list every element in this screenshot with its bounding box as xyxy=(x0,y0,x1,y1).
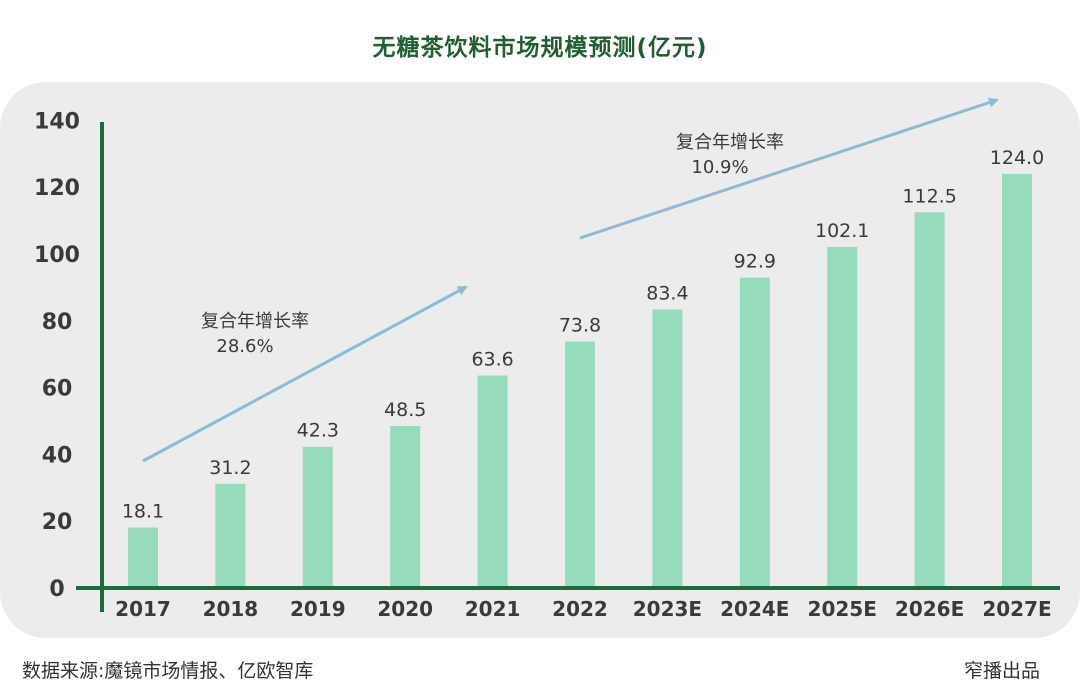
value-labels: 18.1 31.2 42.3 48.5 63.6 73.8 83.4 92.9 102.1 112… xyxy=(122,147,1044,523)
annotation-label: 复合年增长率 xyxy=(676,132,784,153)
growth-arrow xyxy=(579,97,999,240)
chart-panel xyxy=(0,82,1080,638)
value-label: 63.6 xyxy=(471,349,513,371)
x-tick-label: 2022 xyxy=(552,597,608,621)
x-tick-label: 2020 xyxy=(377,597,433,621)
bar-2027E xyxy=(1002,173,1032,588)
bars xyxy=(128,173,1032,588)
x-tick-label: 2017 xyxy=(115,597,171,621)
x-tick-label: 2023E xyxy=(633,597,702,621)
bar-2026E xyxy=(914,212,945,588)
x-tick-label: 2018 xyxy=(203,597,259,621)
bar-2017 xyxy=(128,527,158,588)
bar-2024E xyxy=(739,277,770,588)
bar-2019 xyxy=(302,446,333,588)
value-label: 124.0 xyxy=(990,147,1044,169)
x-tick-label: 2019 xyxy=(290,597,346,621)
bar-2018 xyxy=(215,483,246,588)
y-tick-label: 140 xyxy=(34,109,80,134)
bar-2023E xyxy=(652,309,683,588)
axes xyxy=(76,122,1060,612)
value-label: 83.4 xyxy=(646,282,688,304)
growth-arrow xyxy=(142,285,468,463)
x-tick-label: 2026E xyxy=(895,597,964,621)
y-tick-label: 100 xyxy=(34,243,80,268)
x-tick-label: 2025E xyxy=(808,597,877,621)
bar-2025E xyxy=(827,246,858,588)
source-note: 数据来源:魔镜市场情报、亿欧智库 xyxy=(22,660,314,682)
annotation-label: 复合年增长率 xyxy=(201,311,309,332)
value-label: 42.3 xyxy=(297,420,339,442)
y-tick-label: 120 xyxy=(34,176,80,201)
y-tick-label: 40 xyxy=(42,443,73,468)
bar-2022 xyxy=(565,341,595,588)
x-tick-label: 2021 xyxy=(465,597,521,621)
x-tick-labels: 2017 2018 2019 2020 2021 2022 2023E 2024E 2025E 2… xyxy=(115,597,1052,621)
chart-title: 无糖茶饮料市场规模预测(亿元) xyxy=(372,35,708,61)
growth-annotations: 复合年增长率 28.6% 复合年增长率 10.9% xyxy=(142,97,999,463)
brand-credit: 窄播出品 xyxy=(963,660,1040,682)
y-ticks: 0 20 40 60 80 100 120 140 xyxy=(34,109,80,602)
bar-2021 xyxy=(477,375,508,588)
value-label: 92.9 xyxy=(734,251,776,273)
annotation-value: 28.6% xyxy=(216,336,273,357)
y-tick-label: 20 xyxy=(42,510,73,535)
value-label: 112.5 xyxy=(902,185,956,207)
bar-2020 xyxy=(390,426,421,588)
value-label: 18.1 xyxy=(122,501,164,523)
value-label: 48.5 xyxy=(384,399,426,421)
value-label: 102.1 xyxy=(815,220,869,242)
annotation-value: 10.9% xyxy=(691,157,748,178)
y-tick-label: 80 xyxy=(42,310,73,335)
x-tick-label: 2024E xyxy=(720,597,789,621)
value-label: 31.2 xyxy=(209,457,251,479)
value-label: 73.8 xyxy=(559,315,601,337)
y-tick-label: 60 xyxy=(42,377,73,402)
y-tick-label: 0 xyxy=(49,577,64,602)
x-tick-label: 2027E xyxy=(982,597,1051,621)
